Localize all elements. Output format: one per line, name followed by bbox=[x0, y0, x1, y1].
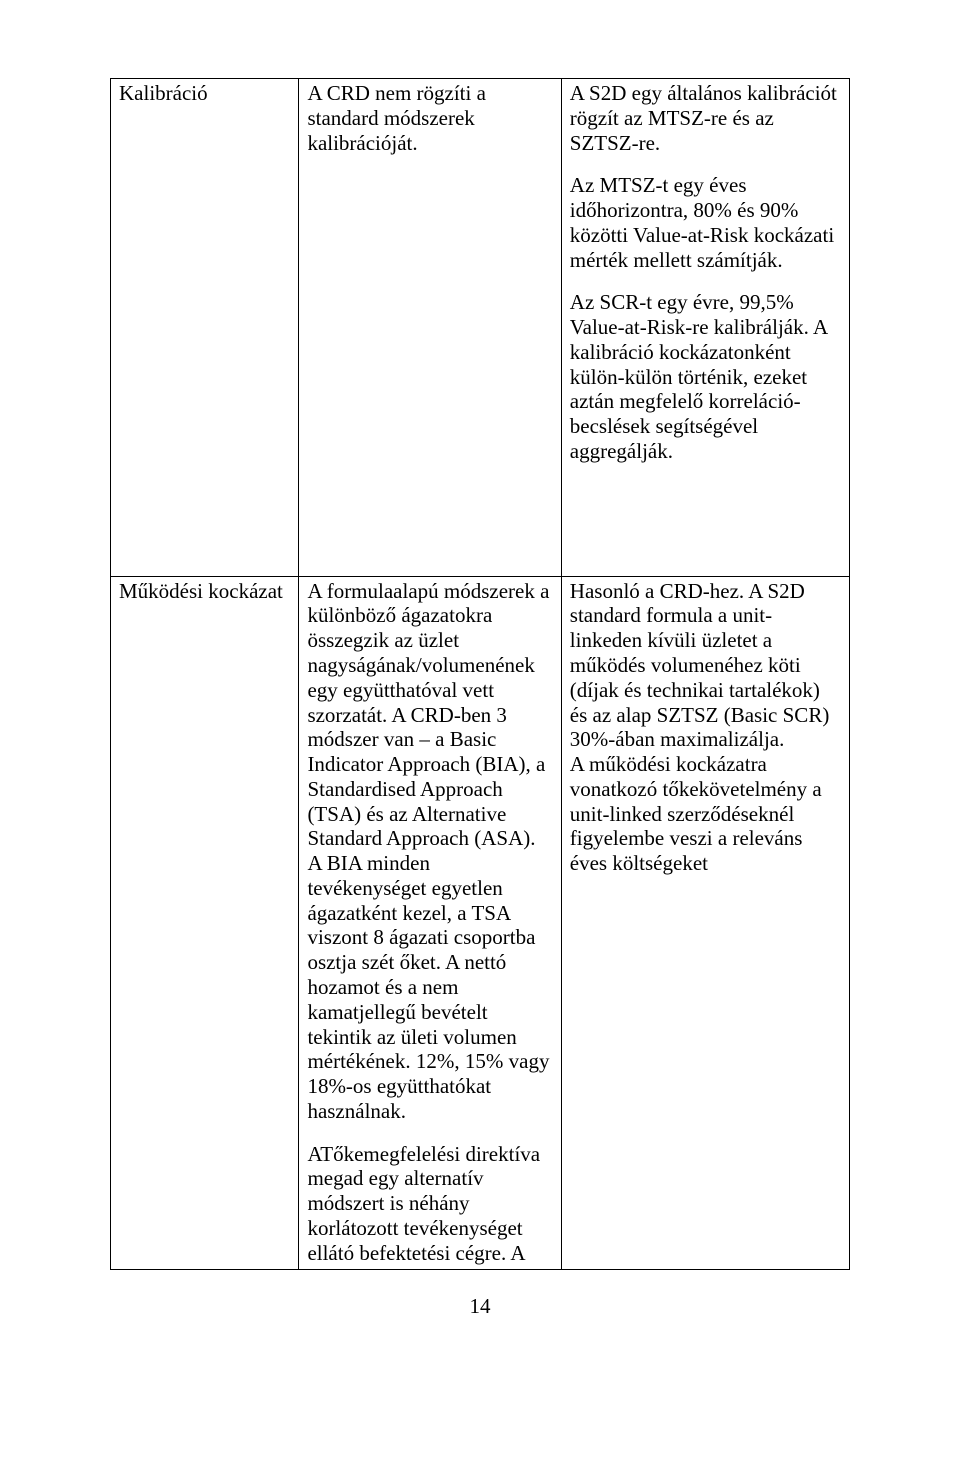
cell-topic: Működési kockázat bbox=[111, 576, 299, 1270]
cell-crd: A formulaalapú módszerek a különböző ága… bbox=[299, 576, 561, 1270]
paragraph: A S2D egy általános kalibrációt rögzít a… bbox=[570, 81, 841, 155]
paragraph: ATőkemegfelelési direktíva megad egy alt… bbox=[307, 1142, 552, 1266]
paragraph: Hasonló a CRD-hez. A S2D standard formul… bbox=[570, 579, 841, 752]
topic-label: Működési kockázat bbox=[119, 579, 290, 604]
cell-s2d: A S2D egy általános kalibrációt rögzít a… bbox=[561, 79, 849, 577]
paragraph: A CRD nem rögzíti a standard módszerek k… bbox=[307, 81, 552, 155]
paragraph: Az MTSZ-t egy éves időhorizontra, 80% és… bbox=[570, 173, 841, 272]
trailing-space bbox=[570, 482, 841, 572]
cell-topic: Kalibráció bbox=[111, 79, 299, 577]
paragraph: A formulaalapú módszerek a különböző ága… bbox=[307, 579, 552, 1124]
cell-crd: A CRD nem rögzíti a standard módszerek k… bbox=[299, 79, 561, 577]
cell-s2d: Hasonló a CRD-hez. A S2D standard formul… bbox=[561, 576, 849, 1270]
paragraph: Az SCR-t egy évre, 99,5% Value-at-Risk-r… bbox=[570, 290, 841, 463]
comparison-table: Kalibráció A CRD nem rögzíti a standard … bbox=[110, 78, 850, 1270]
table-row: Működési kockázat A formulaalapú módszer… bbox=[111, 576, 850, 1270]
topic-label: Kalibráció bbox=[119, 81, 290, 106]
paragraph: A működési kockázatra vonatkozó tőkeköve… bbox=[570, 752, 841, 876]
table-row: Kalibráció A CRD nem rögzíti a standard … bbox=[111, 79, 850, 577]
page-number: 14 bbox=[110, 1294, 850, 1319]
